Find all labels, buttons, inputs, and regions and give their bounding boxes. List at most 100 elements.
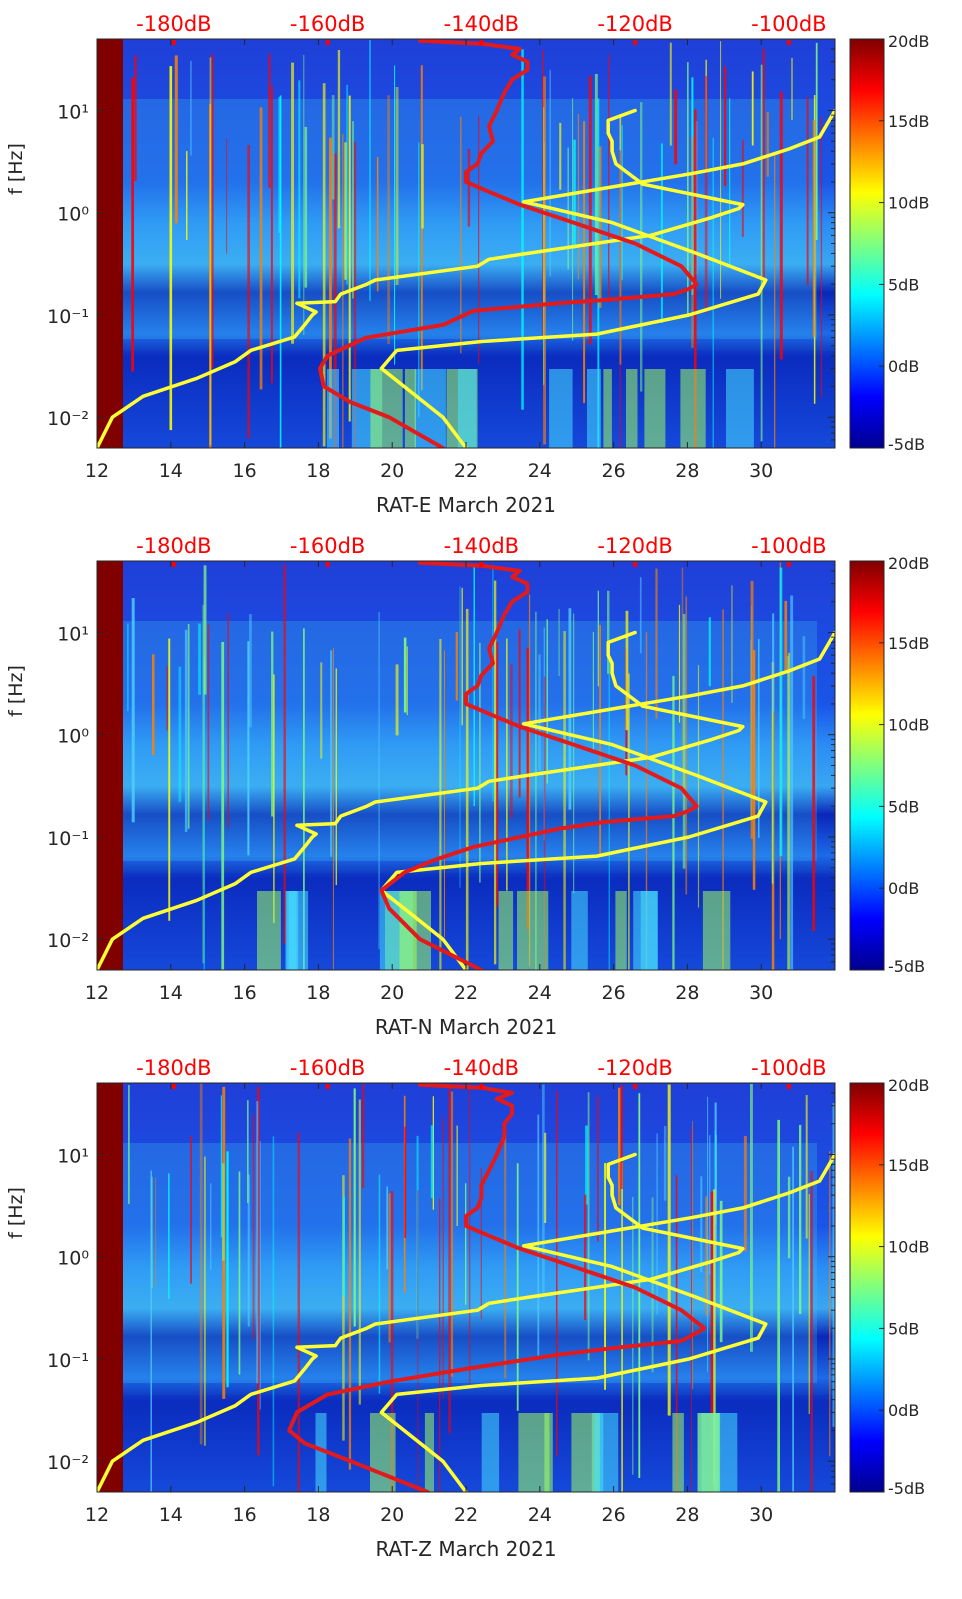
low-frequency-patch <box>615 891 627 970</box>
transient-streak <box>510 663 513 818</box>
transient-streak <box>494 580 497 965</box>
top-db-tick-label: -160dB <box>290 12 365 36</box>
transient-streak <box>597 98 600 448</box>
data-gap-strip <box>97 1083 123 1492</box>
spectrogram-panel-3: 12 14 16 18 20 22 24 26 28 30 RAT-Z March 2021 -180… <box>5 1056 930 1561</box>
transient-streak <box>320 662 323 759</box>
low-frequency-patch <box>626 369 638 448</box>
transient-streak <box>257 1086 260 1456</box>
transient-streak <box>585 1125 588 1205</box>
top-db-tick-mark <box>479 40 484 45</box>
transient-streak <box>272 1136 275 1487</box>
transient-streak <box>358 1099 361 1405</box>
colorbar-tick-label: 15dB <box>888 634 930 653</box>
y-tick-label: 10⁰ <box>57 726 89 748</box>
transient-streak <box>639 577 642 654</box>
transient-streak <box>607 590 610 674</box>
transient-streak <box>597 590 599 687</box>
x-tick-label: 18 <box>306 1504 330 1526</box>
low-frequency-patch <box>326 369 339 448</box>
transient-streak <box>608 54 610 303</box>
data-gap-strip <box>97 39 123 448</box>
colorbar-tick-label: 10dB <box>888 716 930 735</box>
spectrogram-image <box>97 1083 835 1492</box>
transient-streak <box>577 113 579 280</box>
transient-streak <box>741 140 744 237</box>
transient-streak <box>279 95 282 448</box>
transient-streak <box>128 1085 130 1204</box>
transient-streak <box>468 1083 471 1384</box>
transient-streak <box>322 83 326 447</box>
transient-streak <box>694 109 697 448</box>
transient-streak <box>799 1124 802 1314</box>
top-db-tick-mark <box>633 1084 638 1089</box>
transient-streak <box>598 146 602 308</box>
transient-streak <box>549 70 551 277</box>
x-tick-label: 18 <box>306 982 330 1004</box>
transient-streak <box>430 1125 434 1199</box>
low-frequency-patch <box>457 369 477 448</box>
transient-streak <box>273 674 275 923</box>
transient-streak <box>387 95 390 344</box>
transient-streak <box>771 662 774 884</box>
x-tick-label: 26 <box>602 1504 626 1526</box>
transient-streak <box>378 611 380 950</box>
transient-streak <box>496 641 499 907</box>
transient-streak <box>348 95 351 422</box>
low-frequency-patch <box>571 891 588 970</box>
transient-streak <box>729 98 731 266</box>
low-noise-model-curve <box>97 108 745 448</box>
transient-streak <box>406 646 408 716</box>
colorbar: 20dB 15dB 10dB 5dB 0dB -5dB <box>849 1076 930 1498</box>
y-tick-label: 10⁰ <box>57 1248 89 1270</box>
x-tick-label: 14 <box>159 460 183 482</box>
top-db-tick-mark <box>325 40 330 45</box>
transient-streak <box>518 629 521 798</box>
transient-streak <box>672 675 675 970</box>
transient-streak <box>567 147 569 270</box>
x-tick-label: 20 <box>380 460 404 482</box>
transient-streak <box>131 598 135 823</box>
top-db-tick-mark <box>633 562 638 567</box>
transient-streak <box>455 632 458 701</box>
transient-streak <box>516 1163 519 1411</box>
transient-streak <box>152 654 155 756</box>
transient-streak <box>710 1191 714 1492</box>
transient-streak <box>220 1095 222 1238</box>
transient-streak <box>297 1132 300 1492</box>
colorbar-gradient <box>849 560 885 971</box>
transient-streak <box>708 617 711 687</box>
median-psd-curve <box>287 1083 707 1492</box>
colorbar-tick-label: 20dB <box>888 32 930 51</box>
transient-streak <box>169 66 173 431</box>
transient-streak <box>492 564 494 802</box>
colorbar-tick-label: 0dB <box>888 1401 919 1420</box>
transient-streak <box>779 567 783 857</box>
transient-streak <box>588 75 592 345</box>
transient-streak <box>546 619 548 784</box>
transient-streak <box>362 1084 365 1189</box>
low-frequency-patch <box>603 369 612 448</box>
high-noise-model-curve <box>379 630 835 970</box>
low-frequency-patch <box>672 1413 684 1492</box>
low-frequency-patch <box>285 891 297 970</box>
colorbar: 20dB 15dB 10dB 5dB 0dB -5dB <box>849 32 930 454</box>
transient-streak <box>592 632 594 753</box>
x-tick-label: 20 <box>380 982 404 1004</box>
transient-streak <box>691 77 694 296</box>
transient-streak <box>342 134 344 448</box>
low-frequency-patch <box>517 891 549 970</box>
transient-streak <box>127 623 129 712</box>
transient-streak <box>620 1085 623 1189</box>
transient-streak <box>787 1176 791 1259</box>
transient-streak <box>209 57 212 446</box>
transient-streak <box>439 1198 441 1492</box>
transient-streak <box>692 1121 694 1390</box>
transient-streak <box>687 62 689 314</box>
transient-streak <box>808 1194 810 1414</box>
top-db-tick-mark <box>786 1084 791 1089</box>
transient-streak <box>587 1092 590 1361</box>
x-tick-label: 16 <box>233 460 257 482</box>
top-db-tick-mark <box>479 562 484 567</box>
low-frequency-patch <box>481 1413 500 1492</box>
